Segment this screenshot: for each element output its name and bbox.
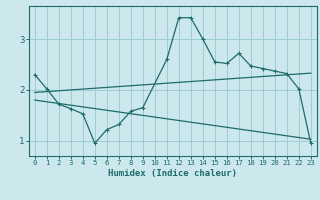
X-axis label: Humidex (Indice chaleur): Humidex (Indice chaleur) <box>108 169 237 178</box>
